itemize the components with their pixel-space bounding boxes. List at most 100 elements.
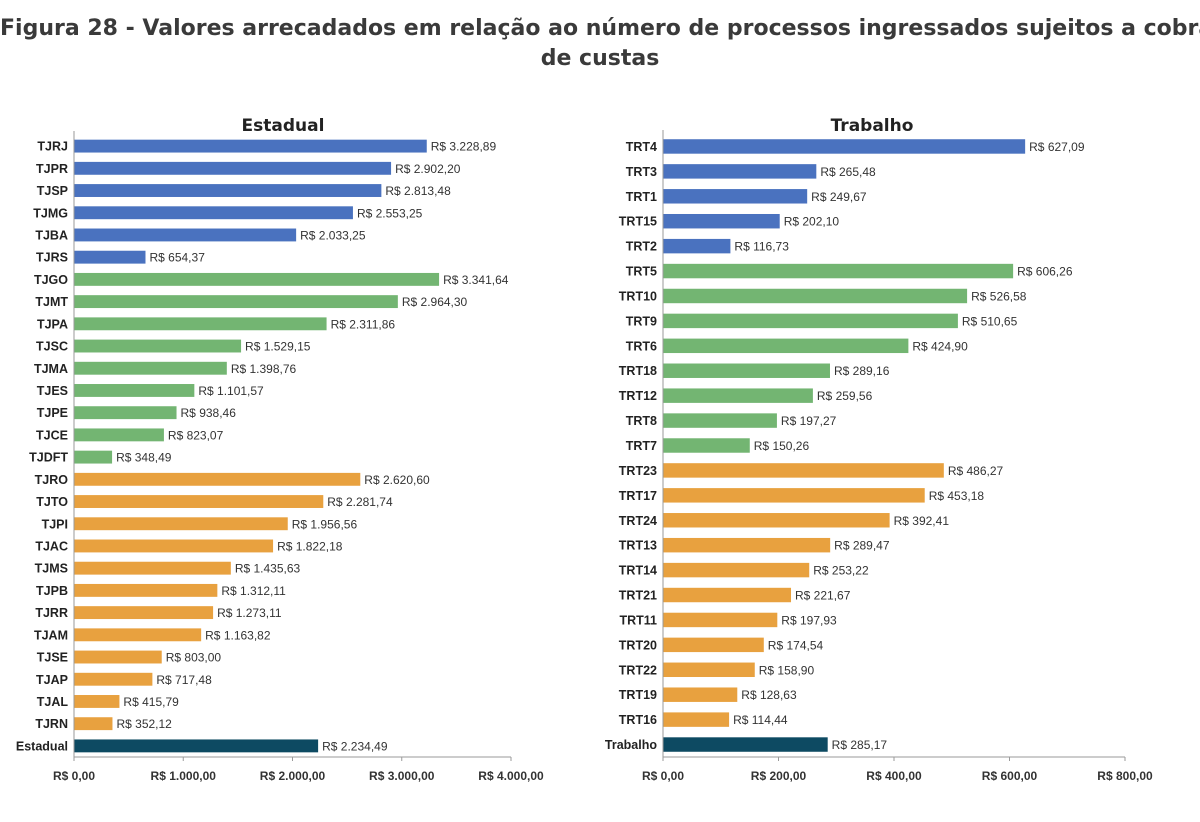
category-label-trt23: TRT23 [619,464,657,478]
value-label-trt6: R$ 424,90 [912,339,968,353]
x-tick-label-trabalho: R$ 600,00 [982,769,1038,783]
bar-trt5 [663,263,1014,279]
bar-trt7 [663,438,750,453]
value-label-tjto: R$ 2.281,74 [327,495,393,509]
value-label-tjba: R$ 2.033,25 [300,228,366,242]
bar-tjac [74,539,274,553]
category-label-tjro: TJRO [35,473,69,487]
bar-trt3 [663,164,817,179]
x-tick-label-trabalho: R$ 400,00 [866,769,922,783]
category-label-trt17: TRT17 [619,489,657,503]
value-label-tjrr: R$ 1.273,11 [217,606,282,620]
category-label-trt24: TRT24 [619,514,657,528]
value-label-tjdft: R$ 348,49 [116,451,172,465]
bar-tjrj [74,139,427,153]
category-label-tjsc: TJSC [36,340,68,354]
bar-trt12 [663,388,813,403]
category-label-trt6: TRT6 [626,339,657,353]
bar-tjgo [74,272,440,286]
value-label-tjsc: R$ 1.529,15 [245,340,311,354]
category-label-tjac: TJAC [35,539,68,553]
bar-tjsc [74,339,242,353]
value-label-trt7: R$ 150,26 [754,439,810,453]
bar-tjrn [74,717,113,731]
value-label-trt22: R$ 158,90 [759,663,815,677]
x-tick-label-estadual: R$ 0,00 [53,769,95,783]
value-label-tjro: R$ 2.620,60 [364,473,430,487]
value-label-estadual: R$ 2.234,49 [322,739,388,753]
x-tick-label-trabalho: R$ 800,00 [1097,769,1153,783]
category-label-tjam: TJAM [34,628,68,642]
value-label-trt13: R$ 289,47 [834,539,890,553]
value-label-trt8: R$ 197,27 [781,414,837,428]
bar-trabalho [663,737,828,752]
bar-tjam [74,628,202,642]
value-label-trt21: R$ 221,67 [795,589,851,603]
bar-trt10 [663,288,968,304]
bar-estadual [74,739,319,753]
category-label-tjms: TJMS [35,562,68,576]
category-label-tjse: TJSE [37,651,68,665]
value-label-tjgo: R$ 3.341,64 [443,273,509,287]
bar-tjpb [74,583,218,597]
value-label-tjpa: R$ 2.311,86 [331,317,396,331]
value-label-trabalho: R$ 285,17 [832,738,888,752]
value-label-trt19: R$ 128,63 [741,688,797,702]
category-label-trt10: TRT10 [619,289,657,303]
category-label-tjrn: TJRN [35,717,68,731]
category-label-trt15: TRT15 [619,215,657,229]
bar-tjal [74,695,120,708]
value-label-trt23: R$ 486,27 [948,464,1004,478]
category-label-tjgo: TJGO [34,273,68,287]
figure-title-line-2: de custas [540,46,660,71]
value-label-trt4: R$ 627,09 [1029,140,1085,154]
x-tick-label-trabalho: R$ 0,00 [642,769,684,783]
bar-trt8 [663,413,777,428]
category-label-tjba: TJBA [35,228,68,242]
x-tick-label-estadual: R$ 4.000,00 [478,769,544,783]
bar-tjpi [74,517,288,531]
bar-tjes [74,384,195,397]
bar-trt4 [663,139,1026,154]
value-label-tjpb: R$ 1.312,11 [221,584,286,598]
bar-tjro [74,472,361,486]
bar-trt16 [663,712,730,727]
bar-tjrr [74,606,214,620]
category-label-trt2: TRT2 [626,240,657,254]
bar-tjmg [74,206,353,220]
value-label-trt2: R$ 116,73 [734,240,789,254]
value-label-tjal: R$ 415,79 [123,695,179,709]
bar-tjba [74,228,297,242]
value-label-tjse: R$ 803,00 [166,651,222,665]
value-label-trt5: R$ 606,26 [1017,265,1073,279]
bar-trt6 [663,338,909,354]
value-label-trt16: R$ 114,44 [733,713,788,727]
value-label-tjce: R$ 823,07 [168,428,224,442]
category-label-trt4: TRT4 [626,140,657,154]
bar-tjpe [74,406,177,420]
category-label-trt12: TRT12 [619,389,657,403]
category-label-tjpa: TJPA [37,317,68,331]
category-label-tjdft: TJDFT [29,451,68,465]
category-label-estadual: Estadual [16,739,68,753]
figure-title-line-1: Figura 28 - Valores arrecadados em relaç… [0,16,1200,41]
value-label-trt9: R$ 510,65 [962,314,1018,328]
bar-tjpr [74,161,392,175]
x-tick-label-estadual: R$ 1.000,00 [151,769,217,783]
value-label-tjms: R$ 1.435,63 [235,562,301,576]
value-label-tjap: R$ 717,48 [156,673,212,687]
category-label-tjrr: TJRR [35,606,68,620]
category-label-tjce: TJCE [36,428,68,442]
category-label-trt8: TRT8 [626,414,657,428]
bar-trt1 [663,189,808,204]
value-label-tjmg: R$ 2.553,25 [357,206,423,220]
value-label-trt24: R$ 392,41 [894,514,950,528]
value-label-trt1: R$ 249,67 [811,190,867,204]
bar-trt19 [663,687,738,702]
category-label-trt13: TRT13 [619,539,657,553]
category-label-trt19: TRT19 [619,688,657,702]
category-label-trt22: TRT22 [619,663,657,677]
value-label-trt14: R$ 253,22 [813,564,869,578]
category-label-tjpi: TJPI [42,517,68,531]
category-label-tjto: TJTO [36,495,68,509]
